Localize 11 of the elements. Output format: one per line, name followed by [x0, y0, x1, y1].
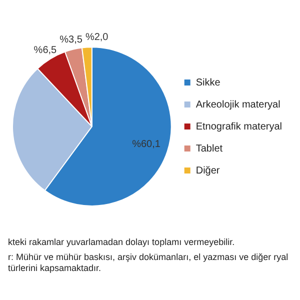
legend-label: Tablet	[196, 143, 223, 154]
legend-label: Diğer	[196, 165, 220, 176]
text: kteki rakamlar yuvarlamadan dolayı toplamı vermeyebilir.	[8, 237, 236, 248]
text: r: Mühür ve mühür baskısı, arşiv dokümanları, el yazması ve diğer ryal türlerini kapsamaktadır.	[8, 252, 290, 274]
legend-label: Sikke	[196, 77, 221, 88]
data-label: %6,5	[34, 45, 58, 56]
data-label: %2,0	[85, 32, 109, 43]
legend-label: Arkeolojik materyal	[196, 99, 280, 110]
data-label: %3,5	[60, 34, 83, 46]
data-label: %60,1	[132, 139, 161, 150]
legend-label: Etnografik materyal	[196, 121, 282, 132]
